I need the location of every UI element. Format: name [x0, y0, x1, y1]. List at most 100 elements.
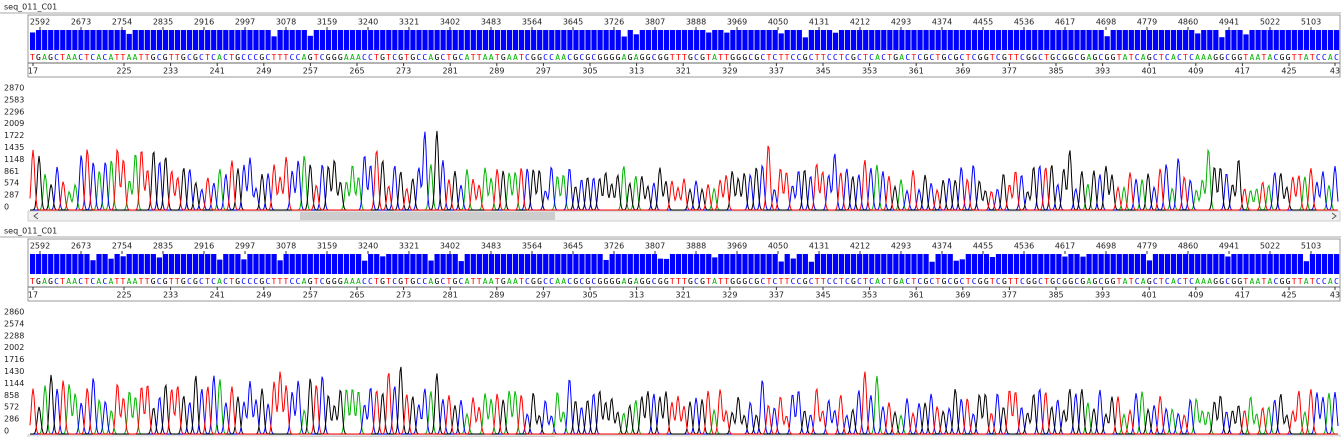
base: A	[507, 277, 512, 286]
base: T	[115, 277, 120, 286]
y-tick-label: 861	[4, 167, 19, 176]
base: T	[1117, 53, 1122, 62]
base: T	[706, 277, 711, 286]
base: C	[1177, 277, 1182, 286]
base: C	[869, 53, 874, 62]
quality-bar	[808, 30, 814, 50]
quality-bar	[1104, 254, 1110, 274]
base: G	[923, 53, 928, 62]
base: C	[972, 53, 977, 62]
base: C	[368, 53, 373, 62]
base: C	[773, 277, 778, 286]
base: C	[187, 53, 192, 62]
quality-bar	[410, 254, 416, 274]
quality-bar	[84, 254, 90, 274]
base: C	[1020, 277, 1025, 286]
quality-bar	[567, 30, 573, 50]
base: C	[845, 277, 850, 286]
quality-bar	[851, 30, 857, 50]
y-tick-label: 574	[4, 179, 19, 188]
quality-bar	[1207, 254, 1213, 274]
base: C	[78, 53, 83, 62]
quality-bar	[247, 254, 253, 274]
base: T	[815, 53, 820, 62]
quality-bar	[977, 30, 984, 50]
quality-bar	[1261, 254, 1267, 274]
y-tick-label: 858	[4, 391, 19, 400]
base: G	[36, 277, 41, 286]
quality-bar	[1164, 30, 1171, 50]
quality-bar	[217, 259, 223, 274]
scan-tick-label: 3240	[358, 242, 378, 251]
quality-bar	[929, 30, 935, 50]
position-label: 353	[862, 291, 877, 300]
quality-bar	[1146, 260, 1153, 274]
scrollbar-track[interactable]	[27, 210, 1341, 222]
base: C	[1020, 53, 1025, 62]
position-label: 345	[815, 291, 830, 300]
base: T	[1008, 277, 1013, 286]
base: C	[652, 277, 657, 286]
quality-bar	[337, 254, 344, 274]
position-label: 305	[582, 291, 597, 300]
scan-tick-label: 3240	[358, 18, 378, 27]
quality-bar	[1273, 254, 1279, 274]
scan-tick-label: 2673	[71, 242, 91, 251]
quality-bar	[1086, 254, 1092, 274]
base: T	[447, 53, 452, 62]
quality-bar	[820, 254, 827, 274]
quality-bar	[247, 30, 253, 50]
quality-bar	[1014, 254, 1020, 274]
base: G	[1002, 277, 1007, 286]
base: G	[1237, 277, 1242, 286]
quality-bar	[1213, 30, 1219, 50]
quality-bar	[663, 30, 670, 50]
quality-bar	[42, 254, 48, 274]
quality-bar	[1177, 30, 1183, 50]
scrollbar-thumb[interactable]	[300, 212, 555, 220]
base: G	[736, 277, 741, 286]
base: T	[887, 277, 892, 286]
quality-bar	[681, 30, 688, 50]
scan-tick-label: 4536	[1014, 18, 1034, 27]
base: C	[416, 53, 421, 62]
position-label: 289	[489, 291, 504, 300]
quality-bar	[283, 30, 289, 50]
quality-bar	[808, 261, 814, 274]
scroll-right[interactable]	[1331, 212, 1337, 220]
quality-bar	[180, 30, 187, 50]
quality-bar	[1092, 254, 1098, 274]
quality-bar	[1219, 254, 1225, 274]
base: A	[350, 53, 355, 62]
base: T	[718, 53, 723, 62]
base: C	[1189, 53, 1194, 62]
quality-bar	[1273, 30, 1279, 50]
scroll-left[interactable]	[33, 212, 39, 220]
quality-bar	[1243, 254, 1249, 274]
base: G	[1213, 53, 1218, 62]
base: T	[724, 53, 729, 62]
quality-bar	[470, 254, 476, 274]
base: G	[664, 53, 669, 62]
base: T	[374, 53, 379, 62]
base: T	[1262, 277, 1267, 286]
base: G	[1105, 53, 1110, 62]
quality-bar	[983, 254, 990, 274]
quality-bar	[525, 254, 531, 274]
quality-bar	[319, 30, 326, 50]
quality-bar	[826, 30, 833, 50]
quality-bar	[1080, 256, 1086, 274]
scan-tick-label: 3564	[522, 242, 542, 251]
base: C	[525, 53, 530, 62]
base: A	[712, 277, 717, 286]
quality-bar	[730, 30, 736, 50]
base: G	[616, 53, 621, 62]
base: G	[531, 53, 536, 62]
y-tick-label: 2574	[4, 319, 24, 328]
quality-bar	[609, 254, 615, 274]
base: T	[966, 53, 971, 62]
quality-bar	[1158, 254, 1165, 274]
trace-G	[30, 366, 1338, 435]
quality-bar	[995, 254, 1002, 274]
quality-bar	[651, 30, 658, 50]
